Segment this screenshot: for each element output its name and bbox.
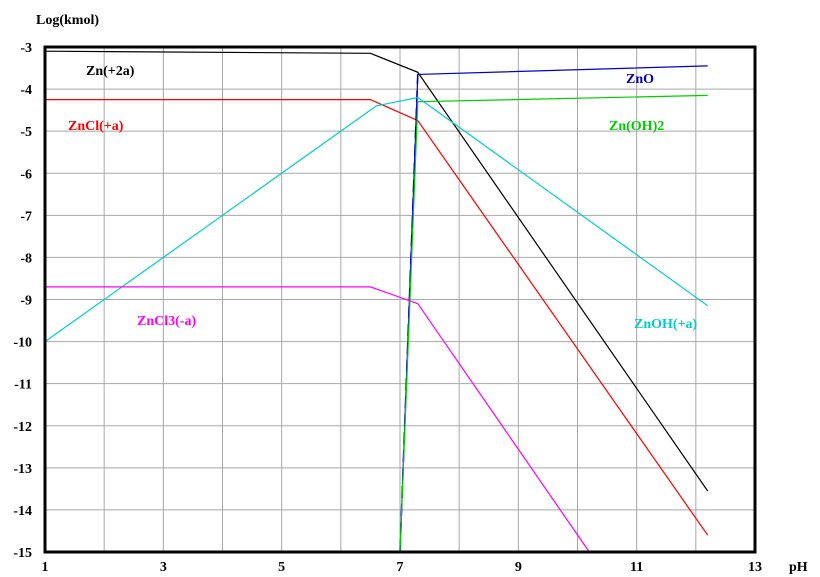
series-label-zno: ZnO — [626, 72, 654, 87]
y-tick-labels: -3 -4 -5 -6 -7 -8 -9 -10 -11 -12 -13 -14 -15 — [13, 41, 32, 561]
y-tick-label: -3 — [20, 41, 32, 56]
x-tick-label: 7 — [397, 560, 404, 575]
x-tick-labels: 1 3 5 7 9 11 13 — [42, 560, 763, 575]
y-tick-label: -14 — [13, 504, 32, 519]
series-line-zn2a — [44, 50, 709, 492]
series-label-znoh: ZnOH(+a) — [634, 317, 698, 332]
y-tick-label: -15 — [13, 546, 32, 561]
series-lines — [44, 50, 709, 553]
y-axis-title: Log(kmol) — [36, 13, 99, 28]
y-tick-label: -13 — [13, 462, 32, 477]
plot-frame — [43, 45, 757, 554]
series-line-znoh2 — [399, 94, 708, 553]
grid — [45, 47, 755, 552]
x-tick-label: 13 — [748, 560, 762, 575]
series-label-zn2a: Zn(+2a) — [86, 64, 135, 79]
series-labels: Zn(+2a) ZnCl(+a) ZnO Zn(OH)2 ZnOH(+a) ZnCl3(-… — [68, 64, 698, 332]
series-line-znoh — [44, 96, 709, 343]
y-tick-label: -11 — [14, 378, 32, 393]
series-line-zncl3 — [45, 286, 590, 553]
x-tick-label: 11 — [630, 560, 643, 575]
y-tick-label: -7 — [20, 209, 32, 224]
x-tick-label: 9 — [515, 560, 522, 575]
x-tick-label: 5 — [278, 560, 285, 575]
x-axis-title: pH — [789, 560, 808, 575]
series-line-zncl — [45, 98, 709, 536]
x-tick-label: 3 — [160, 560, 167, 575]
x-tick-label: 1 — [42, 560, 49, 575]
series-label-zncl3: ZnCl3(-a) — [137, 314, 196, 329]
y-tick-label: -10 — [13, 336, 32, 351]
series-label-znoh2: Zn(OH)2 — [609, 119, 664, 134]
y-tick-label: -12 — [13, 420, 32, 435]
y-tick-label: -5 — [20, 125, 32, 140]
y-tick-label: -6 — [20, 167, 32, 182]
series-line-zno — [399, 65, 708, 553]
y-tick-label: -4 — [20, 83, 32, 98]
y-tick-label: -9 — [20, 294, 32, 309]
y-tick-label: -8 — [20, 251, 32, 266]
series-label-zncl: ZnCl(+a) — [68, 119, 124, 134]
